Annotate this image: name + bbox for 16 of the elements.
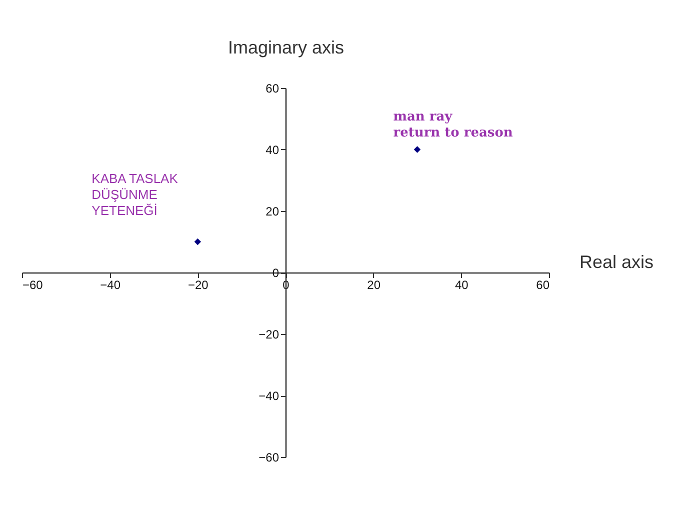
x-tick-label: 40: [454, 278, 469, 292]
annotation: KABA TASLAK DÜŞÜNME YETENEĞİ: [92, 170, 178, 218]
y-tick-label: 20: [266, 204, 280, 218]
y-tick-label: −60: [258, 450, 280, 464]
y-tick-label: 40: [266, 143, 280, 157]
annotation: man ray return to reason: [393, 110, 514, 140]
x-axis-title: Real axis: [580, 252, 654, 272]
x-tick-label: −60: [22, 278, 44, 292]
y-tick-label: 60: [266, 82, 280, 96]
y-tick-label: −40: [258, 389, 280, 403]
y-axis-title: Imaginary axis: [228, 38, 344, 58]
x-tick-label: −20: [188, 278, 209, 292]
x-tick-label: 60: [536, 278, 550, 292]
x-tick-label: −40: [100, 278, 121, 292]
x-tick-label: 20: [367, 278, 381, 292]
y-tick-label: −20: [258, 328, 280, 342]
